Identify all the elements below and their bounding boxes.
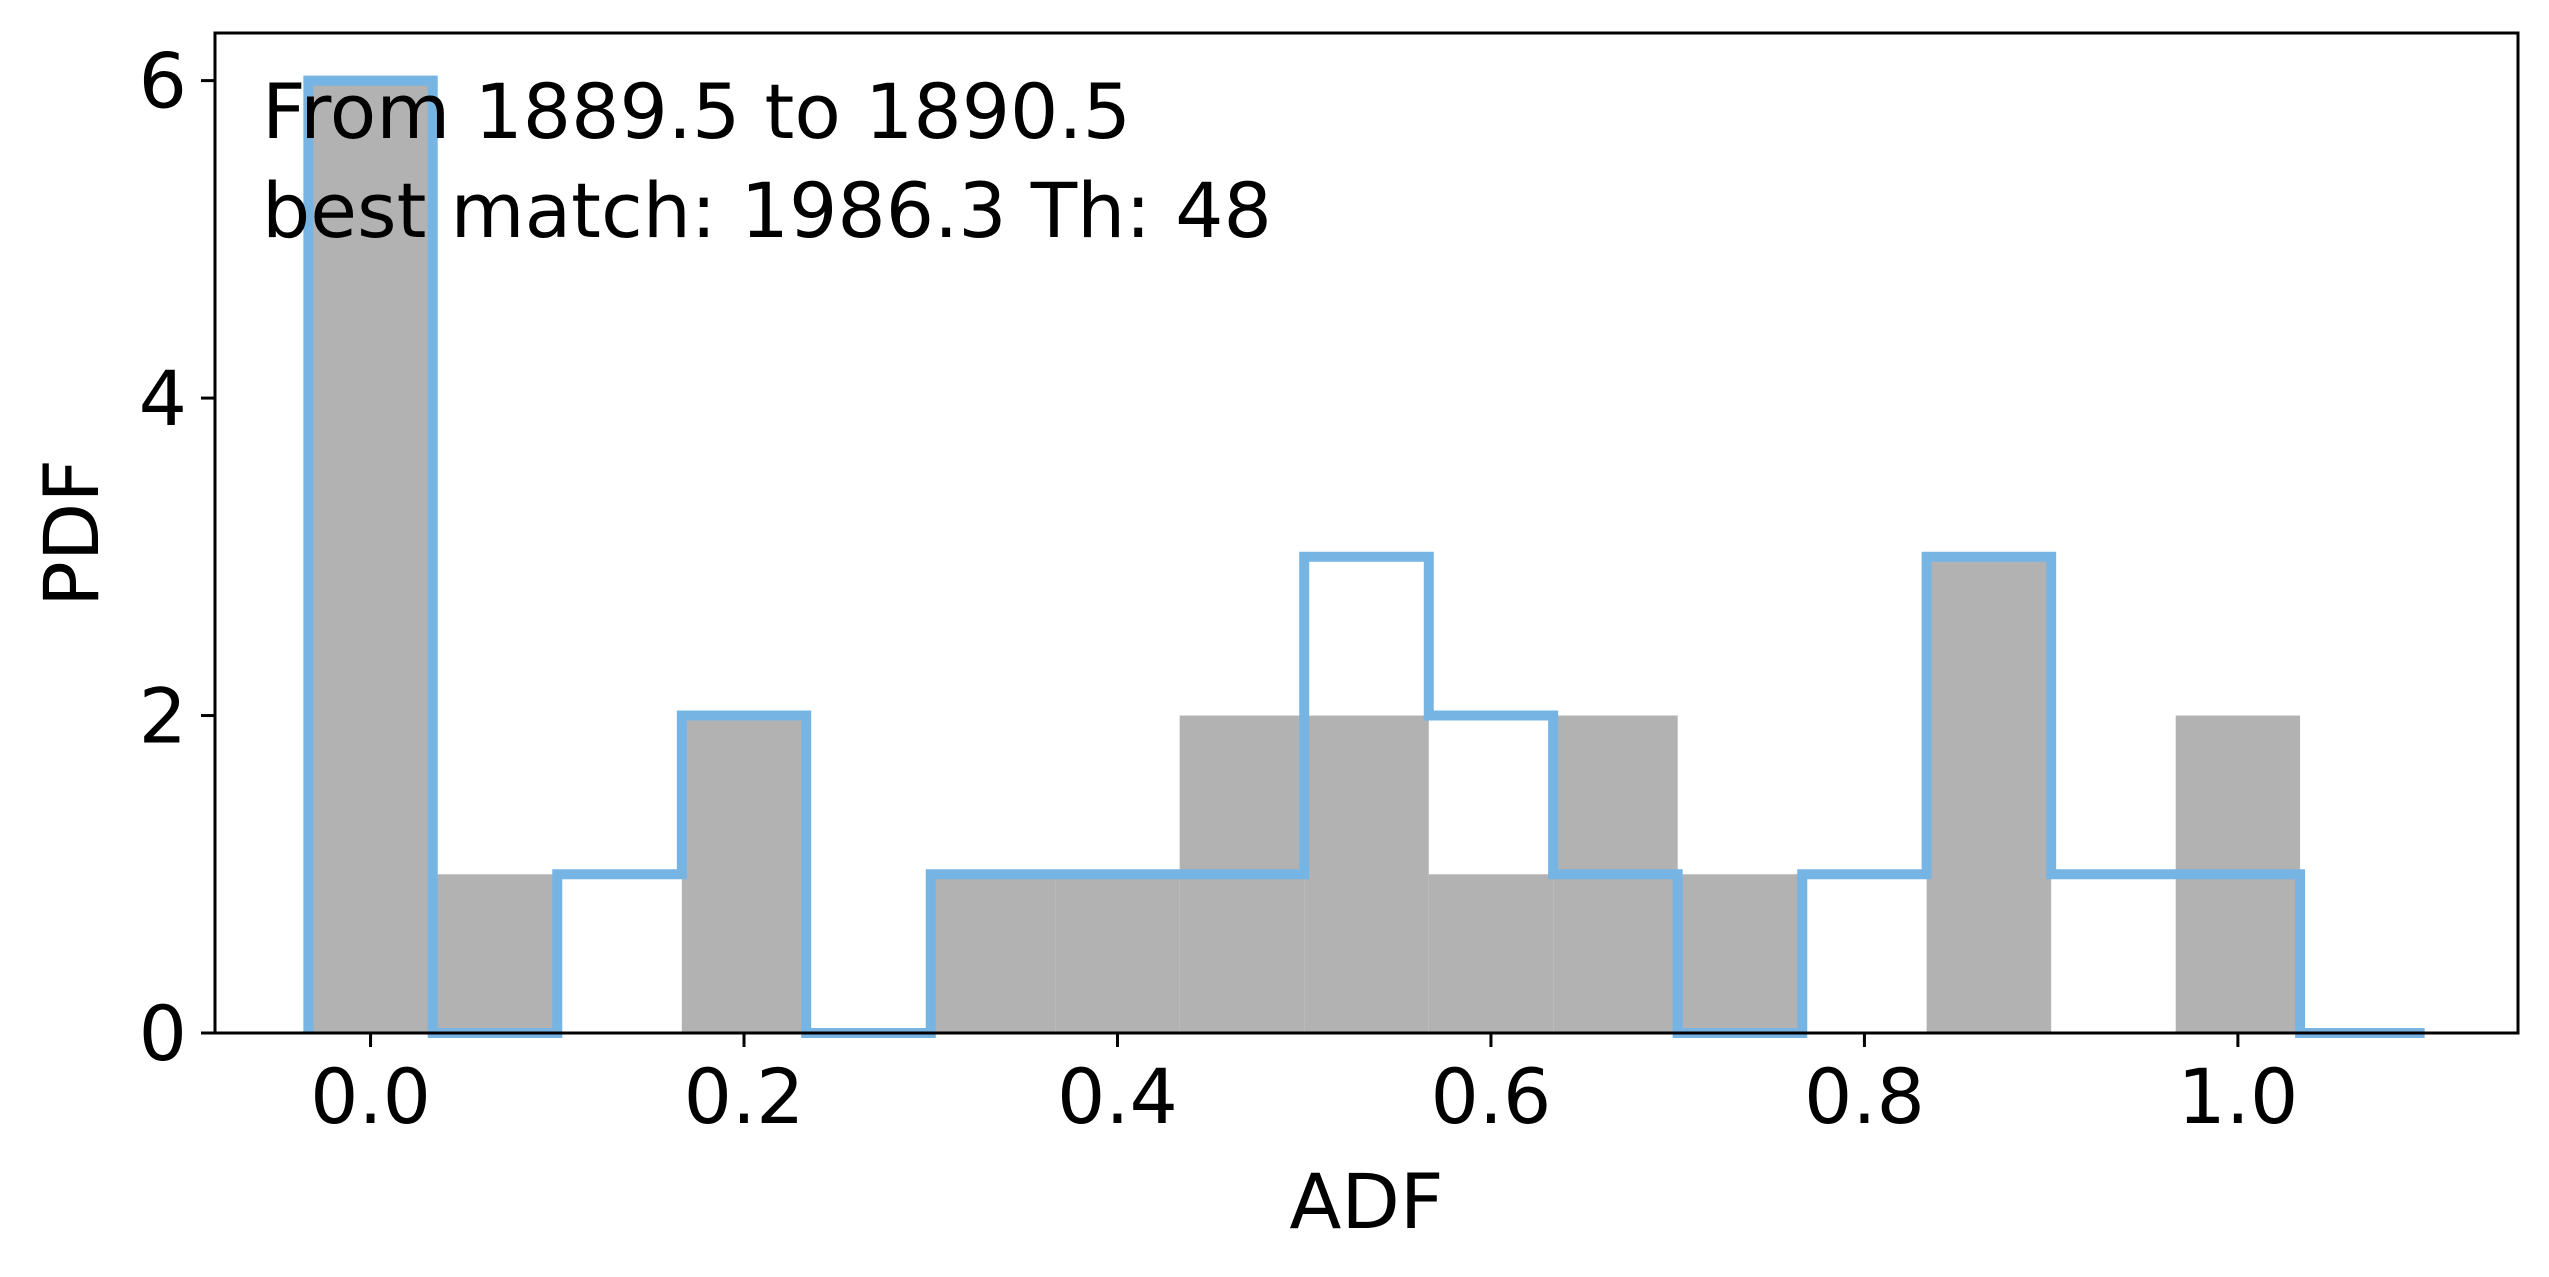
step-series-line [303, 75, 2425, 1038]
y-tick-label: 0 [139, 989, 187, 1078]
y-axis-ticks: 0 2 4 6 [139, 37, 215, 1078]
histogram-bar [1428, 874, 1554, 1033]
histogram-bar [308, 80, 433, 1034]
plot-frame [213, 31, 2520, 1035]
histogram-bar [432, 874, 558, 1033]
x-axis-ticks: 0.0 0.2 0.4 0.6 0.8 1.0 [310, 1033, 2298, 1141]
histogram-bar [681, 715, 807, 1033]
x-tick-label: 0.0 [310, 1052, 431, 1141]
histogram-bar [1677, 874, 1803, 1033]
step-line-layer [303, 75, 2425, 1038]
histogram-bar [930, 874, 1056, 1033]
histogram-bar [1926, 556, 2052, 1033]
x-tick-label: 0.6 [1431, 1052, 1552, 1141]
y-tick-label: 4 [139, 354, 187, 443]
y-tick-label: 2 [139, 672, 187, 761]
y-tick-label: 6 [139, 37, 187, 126]
x-axis-label: ADF [1289, 1157, 1443, 1246]
annotation-line-1: From 1889.5 to 1890.5 [262, 67, 1131, 156]
histogram-bar [1304, 715, 1429, 1033]
annotation-line-2: best match: 1986.3 Th: 48 [262, 166, 1272, 255]
x-tick-label: 0.8 [1804, 1052, 1925, 1141]
x-tick-label: 1.0 [2177, 1052, 2298, 1141]
histogram-bar [1055, 874, 1180, 1033]
y-axis-label: PDF [27, 459, 116, 607]
x-tick-label: 0.4 [1057, 1052, 1178, 1141]
x-tick-label: 0.2 [684, 1052, 805, 1141]
